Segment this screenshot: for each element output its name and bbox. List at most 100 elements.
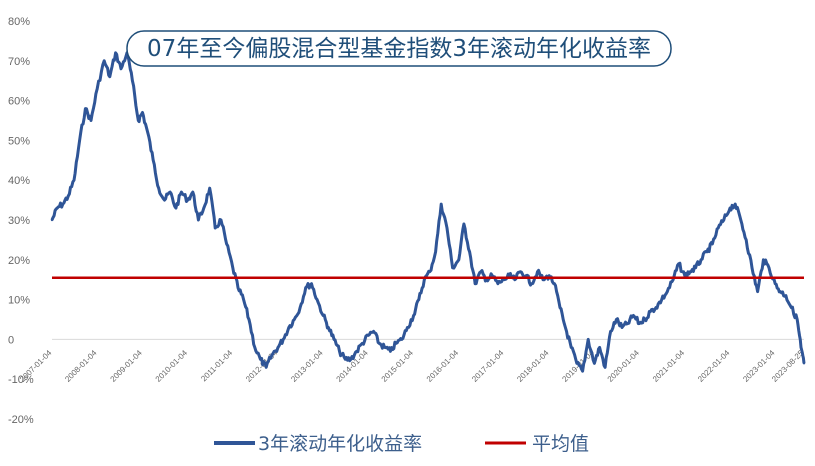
data-point-returns [372, 330, 375, 333]
data-point-returns [802, 362, 806, 365]
y-tick-label: 0 [8, 334, 14, 346]
data-point-returns [548, 274, 551, 277]
data-point-returns [762, 258, 765, 261]
x-tick-label: 2010-01-04 [154, 348, 190, 384]
data-point-returns [89, 119, 93, 122]
y-tick-label: 50% [8, 135, 30, 147]
y-tick-label: 60% [8, 96, 30, 108]
data-point-returns [541, 278, 545, 281]
data-point-returns [383, 346, 386, 349]
data-point-returns [327, 326, 330, 329]
legend: 3年滚动年化收益率 平均值 [214, 433, 589, 455]
data-point-returns [615, 318, 618, 321]
data-point-returns [745, 238, 748, 242]
data-point-returns [310, 282, 313, 285]
data-point-returns [315, 298, 319, 301]
data-point-returns [423, 278, 426, 281]
x-tick-label: 2021-01-04 [651, 348, 687, 384]
legend-label-returns: 3年滚动年化收益率 [258, 433, 422, 455]
data-point-returns [406, 326, 409, 329]
data-point-returns [265, 366, 268, 369]
y-tick-label: 10% [8, 295, 30, 307]
data-point-returns [225, 242, 228, 246]
chart-title-box [126, 30, 672, 67]
data-point-returns [581, 370, 584, 373]
data-point-returns [61, 202, 64, 206]
data-point-returns [513, 278, 516, 281]
data-point-returns [790, 306, 793, 309]
data-point-returns [671, 278, 675, 281]
series-line-returns [50, 51, 806, 373]
data-point-returns [739, 218, 742, 222]
data-point-returns [799, 346, 803, 349]
data-point-returns [451, 266, 454, 269]
data-point-returns [84, 107, 87, 110]
data-point-returns [389, 350, 392, 353]
data-point-returns [666, 290, 669, 293]
data-point-returns [553, 282, 556, 285]
y-tick-label: -10% [8, 374, 34, 386]
data-point-returns [457, 258, 460, 261]
data-point-returns [626, 322, 629, 325]
data-point-returns [654, 306, 658, 309]
data-point-returns [717, 226, 720, 230]
data-point-returns [282, 338, 285, 341]
data-point-returns [722, 218, 725, 222]
data-point-returns [96, 87, 99, 90]
data-point-returns [349, 358, 352, 361]
data-point-returns [186, 198, 189, 202]
data-point-returns [361, 342, 364, 345]
data-point-returns [728, 206, 732, 210]
data-point-returns [152, 159, 155, 162]
data-point-returns [519, 270, 522, 273]
data-point-returns [767, 266, 771, 269]
data-point-returns [276, 346, 280, 349]
data-point-returns [108, 75, 112, 78]
y-tick-label: 30% [8, 215, 30, 227]
data-point-returns [219, 218, 223, 222]
data-point-returns [168, 190, 172, 194]
data-point-returns [287, 326, 290, 329]
x-tick-label: 2020-01-04 [606, 348, 642, 384]
y-tick-label: 20% [8, 255, 30, 267]
data-point-returns [643, 318, 646, 321]
data-point-returns [56, 206, 59, 210]
data-point-returns [564, 326, 567, 329]
data-point-returns [338, 350, 341, 353]
data-point-returns [367, 334, 370, 337]
data-point-returns [502, 278, 506, 281]
data-point-returns [322, 314, 325, 317]
x-tick-label: 2015-01-04 [380, 348, 416, 384]
data-point-returns [468, 250, 471, 253]
data-point-returns [428, 270, 431, 273]
data-point-returns [705, 250, 709, 253]
data-point-returns [683, 274, 686, 277]
x-tick-label: 2008-01-04 [63, 348, 99, 384]
data-point-returns [174, 206, 178, 210]
data-point-returns [247, 318, 251, 321]
data-point-returns [734, 202, 737, 206]
data-point-returns [479, 270, 483, 273]
data-point-returns [587, 338, 590, 341]
data-point-returns [756, 290, 759, 293]
data-point-returns [67, 194, 70, 198]
data-point-returns [304, 286, 307, 289]
data-point-returns [202, 206, 205, 210]
x-tick-label: 2017-01-04 [470, 348, 506, 384]
data-point-returns [694, 266, 697, 269]
data-point-returns [536, 270, 539, 273]
data-point-returns [332, 338, 336, 341]
data-point-returns [163, 198, 166, 202]
data-point-returns [214, 226, 217, 230]
data-point-returns [412, 314, 415, 317]
data-point-returns [231, 266, 234, 269]
data-point-returns [784, 294, 788, 297]
data-point-returns [157, 187, 160, 190]
data-point-returns [530, 282, 533, 285]
x-axis: 2007-01-04 2008-01-04 2009-01-04 2010-01-04… [18, 348, 806, 384]
data-point-returns [141, 111, 144, 114]
data-point-returns [394, 342, 398, 345]
data-point-returns [131, 79, 134, 82]
y-tick-label: 70% [8, 56, 30, 68]
